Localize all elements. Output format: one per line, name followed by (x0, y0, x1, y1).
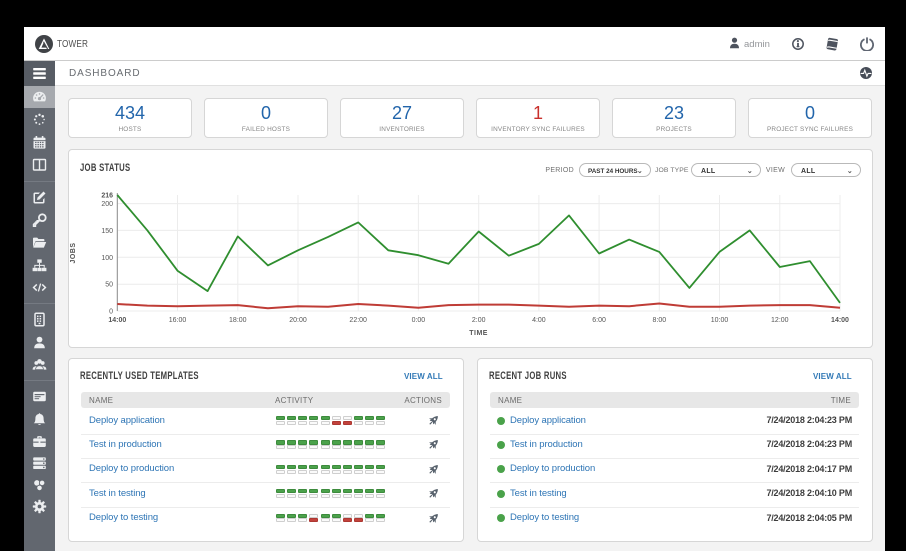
svg-text:6:00: 6:00 (592, 317, 606, 324)
svg-text:216: 216 (101, 193, 113, 200)
svg-text:22:00: 22:00 (349, 317, 367, 324)
svg-text:0: 0 (109, 309, 113, 316)
svg-text:18:00: 18:00 (229, 317, 247, 324)
svg-text:8:00: 8:00 (652, 317, 666, 324)
svg-text:2:00: 2:00 (472, 317, 486, 324)
svg-text:14:00: 14:00 (108, 317, 126, 324)
svg-text:16:00: 16:00 (169, 317, 187, 324)
svg-text:150: 150 (101, 228, 113, 235)
svg-text:JOBS: JOBS (70, 242, 77, 263)
svg-text:20:00: 20:00 (289, 317, 307, 324)
svg-text:200: 200 (101, 201, 113, 208)
svg-text:0:00: 0:00 (412, 317, 426, 324)
svg-text:12:00: 12:00 (771, 317, 789, 324)
svg-text:TIME: TIME (469, 330, 488, 337)
svg-text:100: 100 (101, 255, 113, 262)
svg-text:50: 50 (105, 282, 113, 289)
svg-text:14:00: 14:00 (831, 317, 849, 324)
svg-text:10:00: 10:00 (711, 317, 729, 324)
svg-text:4:00: 4:00 (532, 317, 546, 324)
